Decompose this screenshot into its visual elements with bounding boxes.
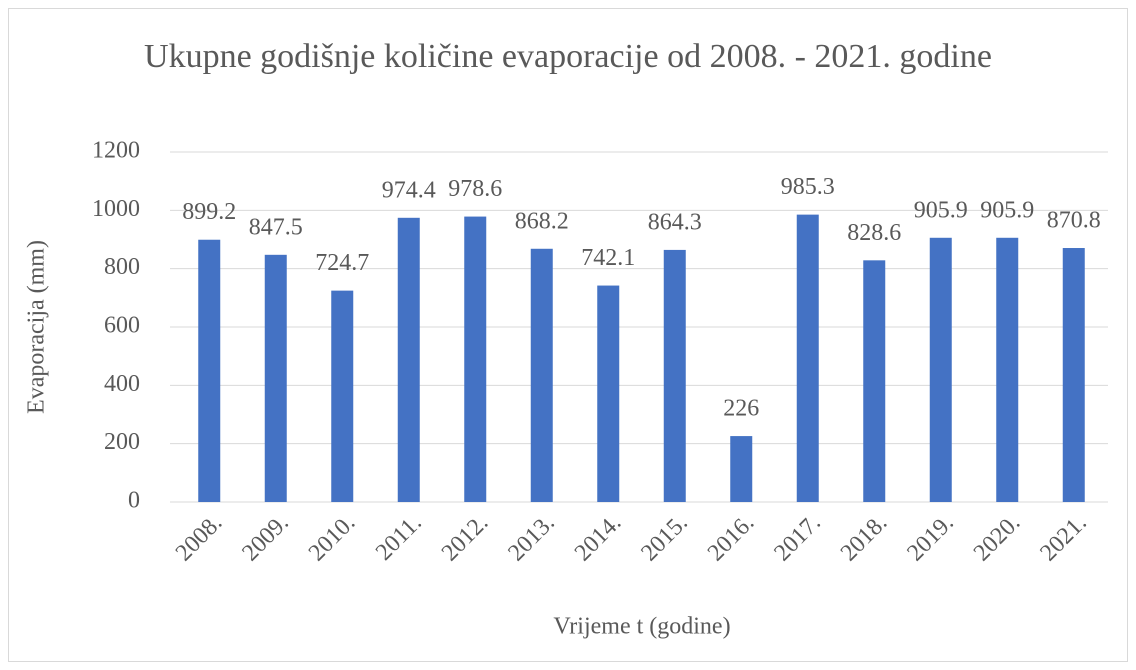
bar (929, 237, 952, 502)
data-label: 899.2 (182, 199, 236, 225)
bar (264, 254, 287, 502)
data-label: 724.7 (315, 250, 369, 276)
data-label: 742.1 (581, 245, 635, 271)
bar (597, 285, 620, 502)
bar (663, 249, 686, 502)
y-tick-label: 200 (104, 429, 140, 455)
bar (863, 260, 886, 502)
chart-title: Ukupne godišnje količine evaporacije od … (144, 38, 992, 75)
data-label: 985.3 (781, 174, 835, 200)
data-label: 828.6 (847, 220, 901, 246)
bar (1062, 248, 1085, 502)
bar (464, 216, 487, 502)
data-label: 870.8 (1047, 208, 1101, 234)
y-tick-label: 800 (104, 254, 140, 280)
x-axis-label: Vrijeme t (godine) (553, 614, 730, 640)
chart-border (8, 8, 1128, 662)
y-tick-label: 1200 (92, 138, 140, 164)
bar (996, 237, 1019, 502)
bar (530, 248, 553, 502)
bar (198, 239, 221, 502)
bar (730, 436, 753, 502)
data-label: 868.2 (515, 208, 569, 234)
bar (796, 214, 819, 502)
data-label: 974.4 (382, 177, 436, 203)
data-label: 978.6 (448, 176, 502, 202)
data-label: 864.3 (648, 209, 702, 235)
data-label: 847.5 (249, 214, 303, 240)
y-tick-label: 0 (128, 488, 140, 514)
data-label: 905.9 (980, 197, 1034, 223)
y-tick-label: 600 (104, 313, 140, 339)
y-axis-label: Evaporacija (mm) (24, 240, 50, 414)
data-label: 905.9 (914, 197, 968, 223)
y-tick-label: 1000 (92, 196, 140, 222)
y-tick-label: 400 (104, 371, 140, 397)
bar (331, 290, 354, 502)
bar (397, 217, 420, 503)
data-label: 226 (723, 396, 759, 422)
